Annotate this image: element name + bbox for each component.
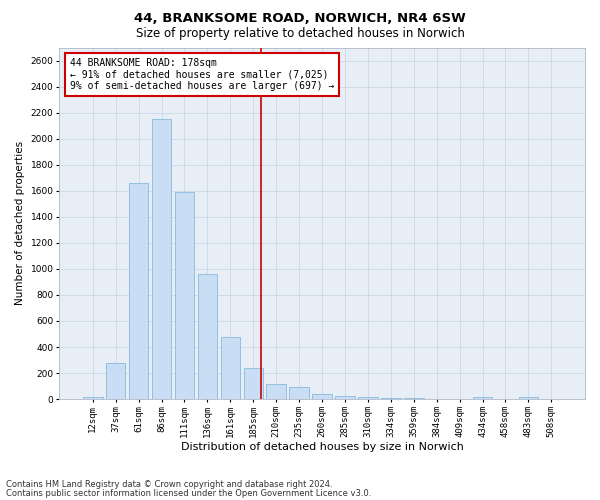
Bar: [175, 192, 194, 399]
Text: Contains HM Land Registry data © Crown copyright and database right 2024.: Contains HM Land Registry data © Crown c…: [6, 480, 332, 489]
Bar: [313, 394, 332, 399]
Bar: [152, 119, 171, 399]
Bar: [129, 183, 148, 399]
Bar: [404, 398, 424, 399]
Bar: [427, 398, 446, 399]
Bar: [335, 396, 355, 399]
Text: Size of property relative to detached houses in Norwich: Size of property relative to detached ho…: [136, 28, 464, 40]
Bar: [266, 384, 286, 399]
Bar: [518, 398, 538, 399]
Text: 44 BRANKSOME ROAD: 178sqm
← 91% of detached houses are smaller (7,025)
9% of sem: 44 BRANKSOME ROAD: 178sqm ← 91% of detac…: [70, 58, 334, 91]
Bar: [106, 362, 125, 399]
Text: Contains public sector information licensed under the Open Government Licence v3: Contains public sector information licen…: [6, 488, 371, 498]
Bar: [83, 397, 103, 399]
Bar: [197, 274, 217, 399]
X-axis label: Distribution of detached houses by size in Norwich: Distribution of detached houses by size …: [181, 442, 463, 452]
Y-axis label: Number of detached properties: Number of detached properties: [15, 142, 25, 306]
Bar: [473, 398, 493, 399]
Bar: [289, 388, 309, 399]
Text: 44, BRANKSOME ROAD, NORWICH, NR4 6SW: 44, BRANKSOME ROAD, NORWICH, NR4 6SW: [134, 12, 466, 26]
Bar: [221, 336, 240, 399]
Bar: [381, 398, 401, 399]
Bar: [358, 397, 377, 399]
Bar: [244, 368, 263, 399]
